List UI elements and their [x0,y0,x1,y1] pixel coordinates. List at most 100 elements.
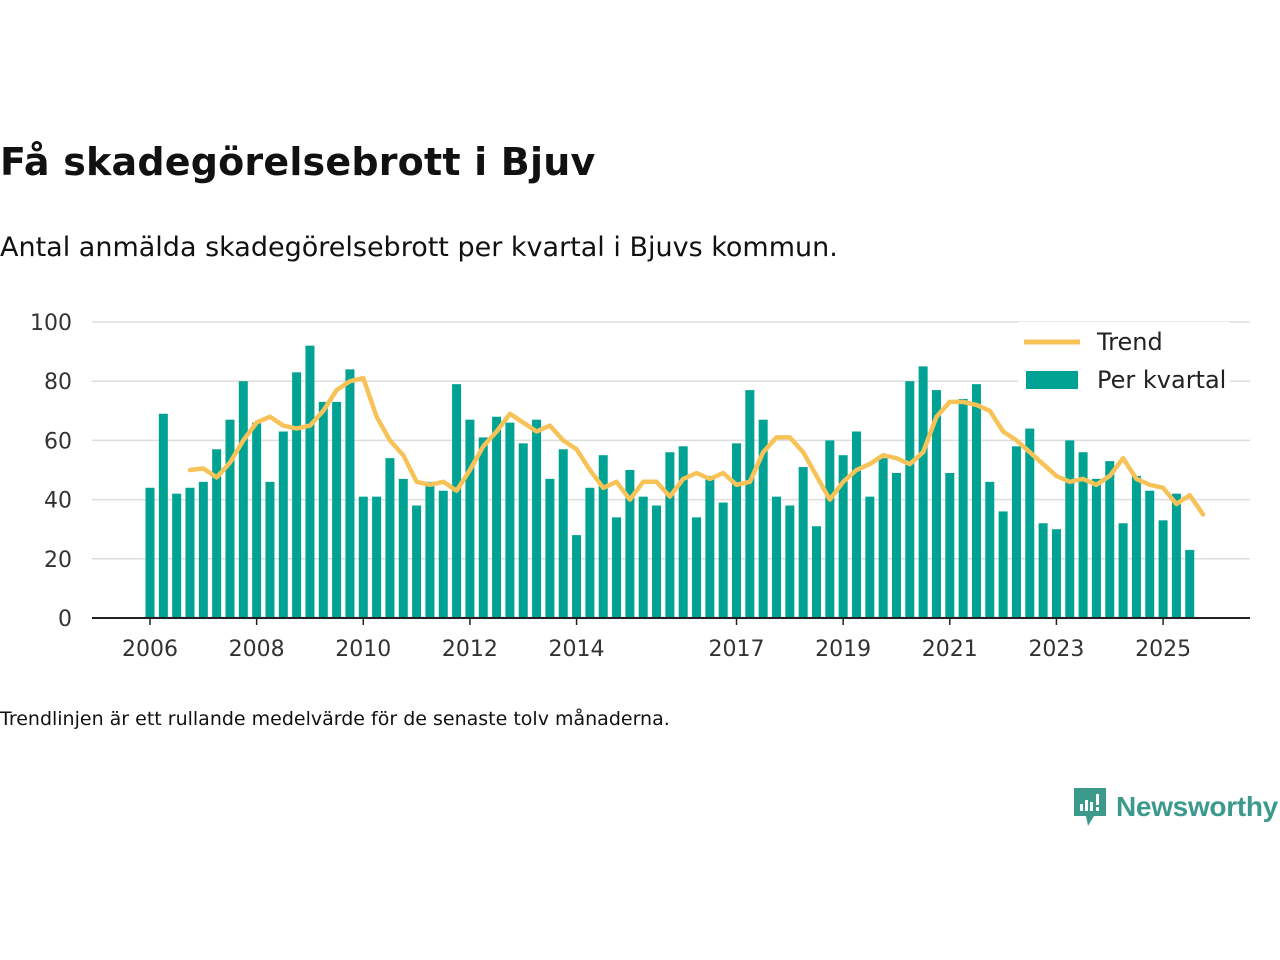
bar [332,401,342,618]
bar [278,431,288,618]
bar [412,505,422,618]
bar [425,481,435,618]
y-tick-label: 80 [44,370,72,395]
bar [438,490,448,618]
x-tick-label: 2010 [335,637,391,662]
bar [1078,452,1088,618]
y-tick-label: 40 [44,489,72,514]
bar [1145,490,1155,618]
bar [1065,440,1075,618]
bar [545,478,555,618]
bar [958,398,968,618]
trend-series [187,375,1206,517]
bar [452,384,462,618]
x-tick-label: 2017 [709,637,765,662]
bar [878,458,888,618]
legend-background [1018,322,1230,408]
bar [465,419,475,618]
bar [865,496,875,618]
x-tick-label: 2008 [229,637,285,662]
bar [1025,428,1035,618]
x-tick-label: 2012 [442,637,498,662]
bar [345,369,355,618]
bar [292,372,302,618]
bar [718,502,728,618]
bar [638,496,648,618]
chart-subtitle: Antal anmälda skadegörelsebrott per kvar… [0,232,838,263]
chart-title: Få skadegörelsebrott i Bjuv [0,140,596,184]
x-tick-label: 2023 [1028,637,1084,662]
bar [1051,529,1061,618]
bar [652,505,662,618]
y-tick-label: 0 [58,607,72,632]
bar [505,422,515,618]
bar [785,505,795,618]
bar [518,443,528,618]
y-tick-label: 20 [44,548,72,573]
bar [798,467,808,618]
bar [732,443,742,618]
chart: 0 20 40 60 80 100 2006 2008 2010 2012 2014 2017 2019… [30,311,1250,662]
bar [945,472,955,618]
bar [1131,475,1141,618]
x-tick-label: 2021 [922,637,978,662]
bar [851,431,861,618]
bar [905,381,915,618]
bar [358,496,368,618]
bar [185,487,195,618]
bar [625,470,635,618]
bar [812,526,821,618]
bar [1038,523,1048,618]
bar [212,449,222,618]
bar [318,401,328,618]
bar [705,475,715,618]
bar [692,517,702,618]
legend-bar-label: Per kvartal [1097,366,1226,394]
x-tick-label: 2014 [549,637,605,662]
legend: Trend Per kvartal [1018,322,1230,408]
bar [825,440,835,618]
bar [585,487,595,618]
bar [745,390,755,618]
bar [558,449,568,618]
bar [1185,549,1195,618]
y-tick-label: 100 [30,311,72,336]
bar [198,481,208,618]
legend-bar-swatch [1026,371,1078,389]
bar [1091,478,1101,618]
x-tick-label: 2019 [815,637,871,662]
bar [985,481,995,618]
trend-line [187,375,1206,517]
bar-series [145,345,1195,618]
bar [372,496,382,618]
bar [838,455,848,618]
bar [145,487,155,618]
bar [398,478,408,618]
bar [532,419,542,618]
bar [158,413,168,618]
bar [678,446,688,618]
bar [252,422,262,618]
bar [492,416,502,618]
bar [1105,461,1115,618]
bar [172,493,182,618]
bar [931,390,941,618]
x-tick-label: 2006 [122,637,178,662]
newsworthy-logo-icon [1074,788,1106,826]
bar [918,366,928,618]
x-tick-label: 2025 [1135,637,1191,662]
bar [772,496,782,618]
bar [758,419,768,618]
brand-name: Newsworthy [1116,791,1278,822]
bar [238,381,248,618]
bar [891,472,901,618]
bar [385,458,395,618]
bar [1158,520,1168,618]
bar [305,345,315,618]
bar [971,384,981,618]
bar [265,481,275,618]
bar [225,419,235,618]
bar [478,437,488,618]
bar [1118,523,1128,618]
bar [665,452,675,618]
